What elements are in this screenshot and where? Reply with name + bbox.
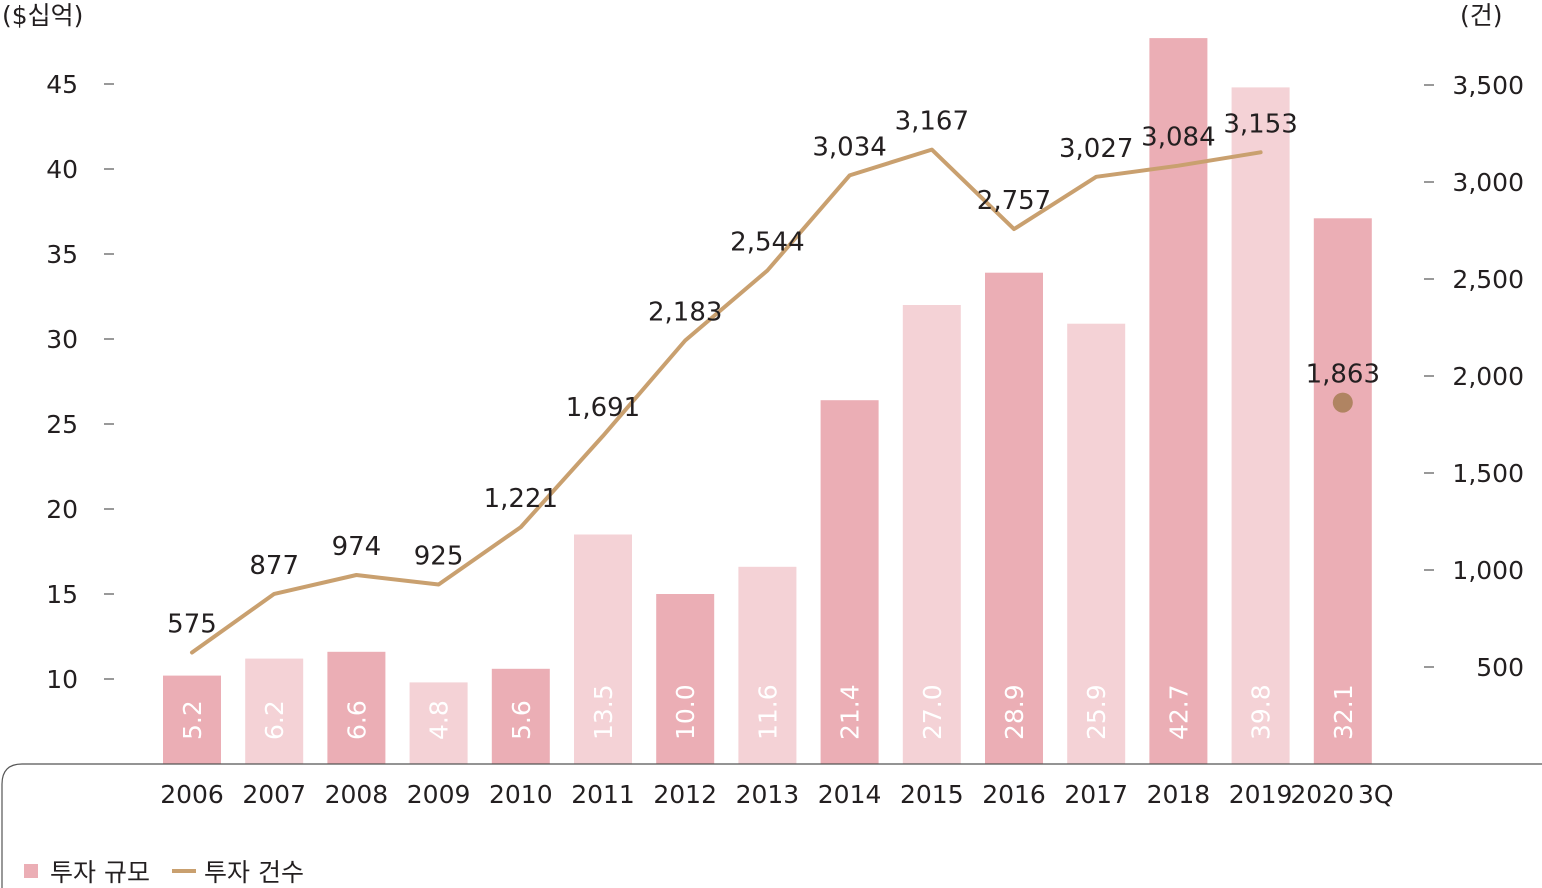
right-tick-label: 2,000 <box>1452 362 1524 391</box>
x-tick-label: 2006 <box>160 780 224 809</box>
x-tick-label: 2017 <box>1064 780 1128 809</box>
legend-line-label: 투자 건수 <box>204 858 304 887</box>
bar-value-label: 6.6 <box>342 700 371 740</box>
left-tick-label: 25 <box>46 410 78 439</box>
left-axis-unit: ($십억) <box>2 1 83 30</box>
bar <box>409 682 468 764</box>
count-value-labels: 575 877 974 925 1,221 1,691 2,183 2,544 3,034 3,1… <box>167 107 1380 640</box>
bar-value-label: 11.6 <box>753 684 782 740</box>
x-axis-baseline <box>1 763 1542 888</box>
bar <box>656 594 715 764</box>
x-tick-label: 2011 <box>571 780 635 809</box>
x-tick-label: 2009 <box>407 780 471 809</box>
left-axis: 10 15 20 25 30 35 40 45 <box>46 70 114 694</box>
count-value-label: 3,084 <box>1141 123 1215 153</box>
count-value-label: 925 <box>414 542 464 572</box>
line-series <box>190 147 1353 655</box>
bar <box>738 566 797 764</box>
bar-value-label: 5.6 <box>507 700 536 740</box>
right-axis: 500 1,000 1,500 2,000 2,500 3,000 3,500 <box>1424 71 1524 682</box>
left-tick-label: 10 <box>46 665 78 694</box>
x-tick-label: 2010 <box>489 780 553 809</box>
right-tick-label: 500 <box>1476 653 1524 682</box>
bar <box>820 400 879 764</box>
bar <box>491 668 550 764</box>
count-value-label: 3,027 <box>1059 134 1133 164</box>
bar-value-label: 32.1 <box>1329 684 1358 740</box>
bar <box>902 305 961 764</box>
left-tick-label: 45 <box>46 70 78 99</box>
right-tick-label: 2,500 <box>1452 265 1524 294</box>
bar-value-label: 39.8 <box>1247 684 1276 740</box>
right-tick-label: 1,500 <box>1452 459 1524 488</box>
right-tick-label: 3,000 <box>1452 168 1524 197</box>
x-tick-label: 2018 <box>1147 780 1211 809</box>
count-value-label: 1,863 <box>1306 360 1380 390</box>
bar <box>985 272 1043 764</box>
bar <box>245 658 304 764</box>
bar-value-label: 10.0 <box>671 684 700 740</box>
bar <box>1313 218 1372 765</box>
x-axis-labels: 2006 2007 2008 2009 2010 2011 2012 2013 2014 2015… <box>160 780 1393 809</box>
count-value-label: 877 <box>249 551 299 581</box>
x-tick-label: 2012 <box>653 780 717 809</box>
x-tick-label: 2008 <box>325 780 389 809</box>
bar <box>1231 87 1290 764</box>
bar-series <box>163 38 1372 765</box>
count-value-label: 3,153 <box>1223 109 1297 139</box>
x-tick-label: 2019 <box>1229 780 1293 809</box>
count-value-label: 3,034 <box>812 132 886 162</box>
legend-bar-label: 투자 규모 <box>50 858 150 887</box>
count-value-label: 575 <box>167 609 217 639</box>
count-value-label: 2,757 <box>977 186 1051 216</box>
bar-value-label: 6.2 <box>260 700 289 740</box>
legend-bar-swatch <box>24 864 38 878</box>
left-tick-label: 35 <box>46 240 78 269</box>
count-point-marker <box>1332 392 1353 413</box>
bar <box>1067 323 1126 764</box>
x-tick-label: 2015 <box>900 780 964 809</box>
bar <box>1149 38 1208 765</box>
bar-value-label: 5.2 <box>178 700 207 740</box>
bar-value-label: 21.4 <box>836 684 865 740</box>
x-tick-label: 2016 <box>982 780 1046 809</box>
bar-value-label: 42.7 <box>1164 684 1193 740</box>
legend: 투자 규모 투자 건수 <box>24 858 304 887</box>
count-value-label: 1,221 <box>484 484 558 514</box>
right-tick-label: 1,000 <box>1452 556 1524 585</box>
left-tick-label: 40 <box>46 155 78 184</box>
left-tick-label: 20 <box>46 495 78 524</box>
x-tick-label: 2013 <box>736 780 800 809</box>
count-value-label: 3,167 <box>895 107 969 137</box>
right-tick-label: 3,500 <box>1452 71 1524 100</box>
right-axis-unit: (건) <box>1460 1 1503 30</box>
bar-value-label: 4.8 <box>425 700 454 740</box>
bar <box>574 534 632 764</box>
count-value-label: 2,183 <box>648 297 722 327</box>
left-tick-label: 15 <box>46 580 78 609</box>
count-value-label: 2,544 <box>730 227 804 257</box>
x-tick-label: 3Q <box>1358 780 1394 809</box>
bar <box>327 651 386 764</box>
bar-value-label: 25.9 <box>1082 684 1111 740</box>
count-value-label: 1,691 <box>566 393 640 423</box>
bar-value-label: 13.5 <box>589 684 618 740</box>
left-tick-label: 30 <box>46 325 78 354</box>
bar <box>163 675 221 764</box>
bar-value-labels: 5.2 6.2 6.6 4.8 5.6 13.5 10.0 11.6 21.4 27.0 28.9 2… <box>178 684 1358 740</box>
x-tick-label: 2007 <box>242 780 306 809</box>
bar-value-label: 27.0 <box>918 684 947 740</box>
bar-value-label: 28.9 <box>1000 684 1029 740</box>
count-line <box>190 147 1263 655</box>
x-tick-label: 2014 <box>818 780 882 809</box>
x-tick-label: 2020 <box>1290 780 1354 809</box>
count-value-label: 974 <box>332 532 382 562</box>
